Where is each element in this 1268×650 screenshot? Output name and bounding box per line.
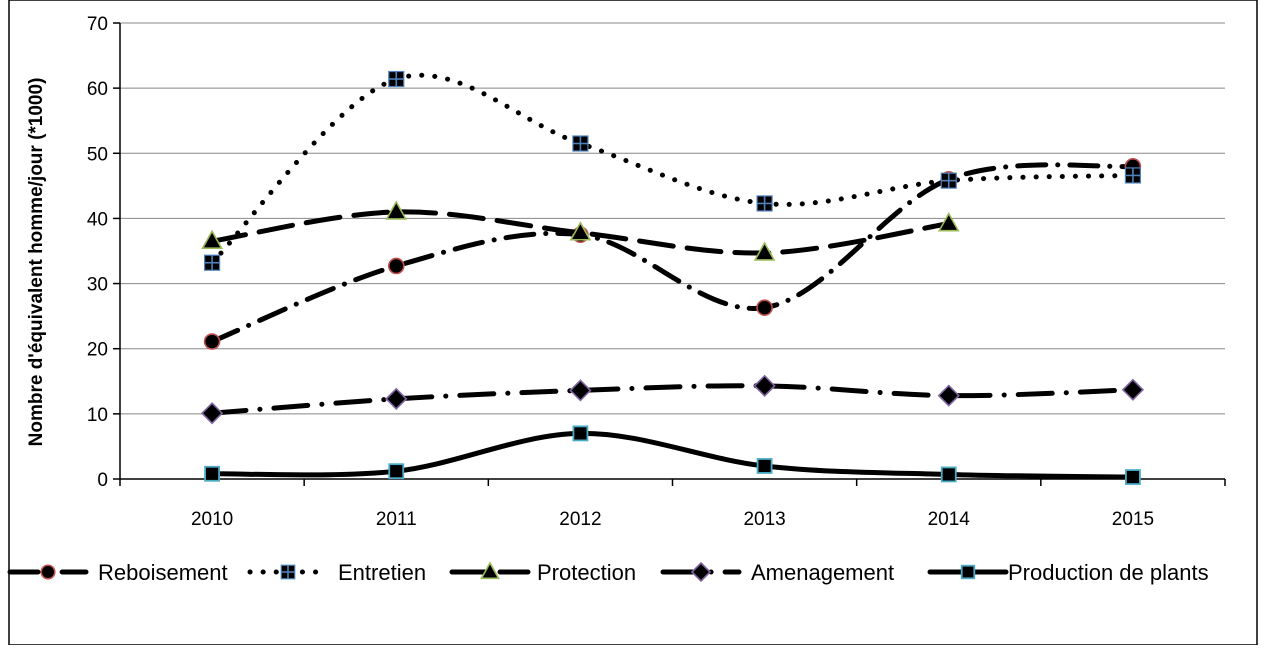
data-point-amenagement-2010 <box>200 402 224 425</box>
legend-marker-production-de-plants <box>960 564 976 580</box>
legend: Reboisement Entretien Protection Amenagemen… <box>7 560 1209 585</box>
data-point-amenagement-2012 <box>569 379 592 402</box>
chart-border <box>8 0 1258 646</box>
series-line-reboisement <box>209 162 1136 345</box>
series-line-entretien <box>209 72 1136 266</box>
series-line-amenagement <box>209 383 1136 416</box>
x-tick-label-2014: 2014 <box>928 509 971 530</box>
legend-item-entretien: Entretien <box>247 560 426 585</box>
data-point-production-de-plants-2012 <box>572 425 589 442</box>
data-point-entretien-2013 <box>756 195 773 212</box>
y-tick-label: 50 <box>87 144 108 165</box>
x-tick-label-2012: 2012 <box>559 509 601 530</box>
data-point-production-de-plants-2015 <box>1125 469 1141 485</box>
legend-item-production-de-plants: Production de plants <box>927 560 1209 585</box>
data-point-production-de-plants-2014 <box>940 466 957 483</box>
legend-item-protection: Protection <box>449 560 636 585</box>
legend-marker-amenagement <box>690 561 712 583</box>
data-point-protection-2010 <box>201 229 223 250</box>
series-entretien <box>203 70 1142 271</box>
series-layer <box>200 70 1145 485</box>
data-point-amenagement-2013 <box>753 374 776 397</box>
data-point-reboisement-2010 <box>203 333 221 350</box>
data-point-protection-2014 <box>937 212 960 232</box>
x-tick-label-2011: 2011 <box>376 509 417 530</box>
data-point-entretien-2010 <box>203 254 221 271</box>
x-tick-label-2010: 2010 <box>191 509 233 530</box>
data-point-protection-2012 <box>569 221 592 241</box>
series-protection <box>201 200 960 261</box>
y-tick-label: 70 <box>87 14 108 35</box>
gridlines <box>120 22 1225 415</box>
legend-label-production-de-plants: Production de plants <box>1008 560 1209 585</box>
data-point-amenagement-2014 <box>937 384 960 407</box>
data-point-production-de-plants-2011 <box>388 463 405 480</box>
data-point-production-de-plants-2013 <box>756 458 773 474</box>
data-point-entretien-2014 <box>940 172 957 189</box>
legend-item-reboisement: Reboisement <box>7 560 228 585</box>
axes: 0 10 20 30 40 50 60 70 2010 2011 2012 2013 2014 2015 <box>87 14 1226 530</box>
legend-item-amenagement: Amenagement <box>660 560 894 585</box>
legend-label-entretien: Entretien <box>338 560 426 585</box>
legend-label-protection: Protection <box>537 560 636 585</box>
y-tick-label: 0 <box>97 470 108 491</box>
data-point-reboisement-2011 <box>387 257 405 275</box>
series-line-production-de-plants <box>209 430 1136 480</box>
series-reboisement <box>203 158 1142 350</box>
legend-marker-entretien <box>280 564 296 580</box>
data-point-production-de-plants-2010 <box>204 465 220 482</box>
x-tick-label-2013: 2013 <box>743 509 785 530</box>
data-point-reboisement-2013 <box>756 299 773 316</box>
legend-marker-protection <box>480 561 500 580</box>
data-point-entretien-2012 <box>572 135 589 152</box>
data-point-entretien-2015 <box>1124 167 1142 184</box>
legend-label-amenagement: Amenagement <box>751 560 894 585</box>
data-point-amenagement-2011 <box>385 387 408 411</box>
data-point-amenagement-2015 <box>1121 378 1145 401</box>
y-tick-label: 40 <box>87 209 108 230</box>
data-point-entretien-2011 <box>388 70 405 88</box>
data-point-protection-2011 <box>385 200 408 220</box>
series-amenagement <box>200 374 1145 425</box>
y-tick-label: 60 <box>87 79 108 100</box>
legend-label-reboisement: Reboisement <box>98 560 228 585</box>
y-axis-title: Nombre d'équivalent homme/jour (*1000) <box>26 78 47 447</box>
legend-marker-reboisement <box>40 564 56 580</box>
data-point-protection-2013 <box>753 241 776 261</box>
y-tick-label: 10 <box>87 405 108 426</box>
x-tick-label-2015: 2015 <box>1112 509 1154 530</box>
series-production-de-plants <box>204 425 1141 485</box>
y-tick-label: 20 <box>87 340 108 361</box>
y-tick-label: 30 <box>87 275 108 296</box>
